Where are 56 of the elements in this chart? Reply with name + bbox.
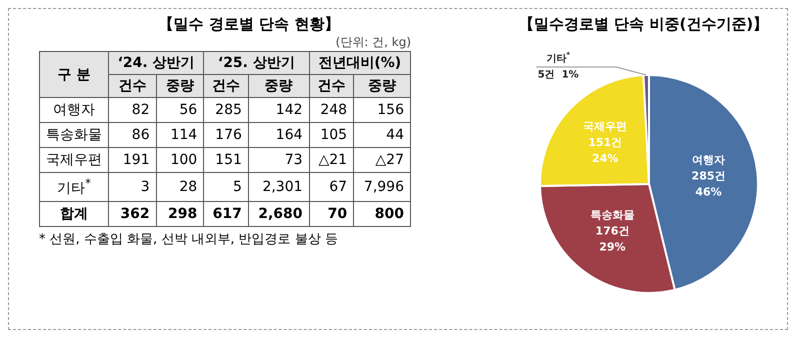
slice-label: 특송화물	[590, 208, 634, 222]
data-label: 285건 46%	[692, 170, 726, 199]
text: 28	[179, 178, 198, 195]
category-label: 건수	[204, 74, 248, 98]
category-label: 중량	[248, 74, 310, 98]
data-label: 5건 1%	[538, 70, 579, 81]
text: 2,680	[258, 206, 303, 222]
slice-label: 여행자	[692, 154, 726, 167]
text: 617	[212, 206, 242, 222]
text: (단위: 건, kg)	[334, 34, 411, 51]
text: 44	[386, 127, 404, 143]
text: 191	[122, 152, 150, 168]
text: 800	[374, 206, 404, 222]
text: 248	[320, 102, 348, 118]
text: 298	[168, 206, 198, 222]
text: 70	[328, 206, 348, 222]
text: 114	[170, 127, 198, 143]
text: 56	[179, 102, 198, 118]
text: 7,996	[364, 178, 404, 195]
category-label: 중량	[354, 74, 410, 98]
text: 151	[215, 152, 242, 168]
text: 전년대비(%)	[309, 52, 410, 74]
category-label: 중량	[156, 74, 204, 98]
category-label: 기타$^{*}$	[57, 176, 91, 197]
text: 82	[132, 102, 150, 118]
text: 2,301	[262, 178, 303, 195]
category-label: 건수	[309, 74, 354, 98]
text: 164	[276, 127, 303, 143]
text: △21	[318, 152, 348, 168]
text: 176	[215, 127, 242, 143]
text: 100	[170, 152, 198, 168]
text: 5	[232, 178, 242, 195]
text: 105	[320, 127, 348, 143]
chart-title: 【밀수경로별 단속 비중(건수기준)】	[519, 15, 769, 34]
text: 73	[284, 152, 303, 168]
text: ‘25. 상반기	[204, 52, 310, 74]
text: 142	[276, 102, 303, 118]
text: 구 분	[40, 52, 108, 98]
text: ‘24. 상반기	[108, 52, 204, 74]
text: 362	[120, 206, 150, 222]
category-label: 합계	[60, 206, 88, 222]
text: 285	[215, 102, 242, 118]
text: * 선원, 수출입 화물, 선박 내외부, 반입경로 불상 등	[39, 230, 339, 248]
text: △27	[375, 152, 404, 168]
data-label: 151건 24%	[588, 136, 622, 165]
text: 156	[377, 102, 404, 118]
text: 67	[329, 178, 348, 195]
text: 86	[132, 127, 150, 143]
data-label: 176건 29%	[595, 224, 630, 254]
category-label: 여행자	[53, 102, 95, 118]
category-label: 건수	[108, 74, 156, 98]
text: 3	[140, 178, 150, 195]
category-label: 국제우편	[46, 152, 102, 168]
text: 【밀수 경로별 단속 현황】	[158, 15, 340, 34]
category-label: 특송화물	[46, 127, 102, 143]
slice-label: 국제우편	[583, 120, 628, 133]
